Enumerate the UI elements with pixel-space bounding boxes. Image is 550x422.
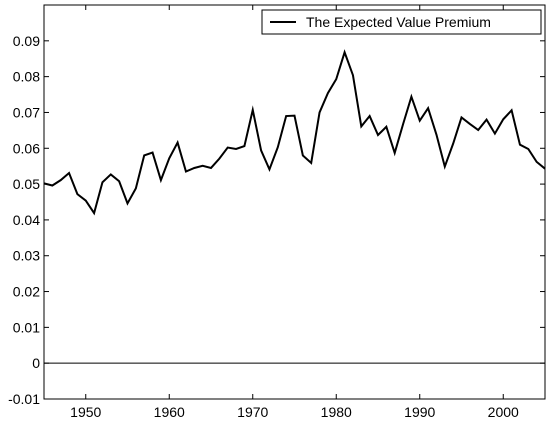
y-tick-label: -0.01 — [8, 391, 40, 407]
series-layer — [43, 49, 546, 216]
y-tick-label: 0.09 — [13, 33, 40, 49]
x-tick-label: 1960 — [154, 404, 185, 420]
y-tick-label: 0 — [32, 355, 40, 371]
ticks-layer: -0.01 0 0.01 0.02 0.03 0.04 0.05 0.06 0.07 0.08 0.… — [8, 5, 545, 420]
y-tick-label: 0.01 — [13, 319, 40, 335]
plot-frame — [43, 4, 546, 400]
y-tick-label: 0.05 — [13, 176, 40, 192]
series-line-0 — [43, 49, 546, 216]
legend: The Expected Value Premium — [261, 9, 542, 35]
y-tick-label: 0.07 — [13, 104, 40, 120]
y-tick-label: 0.06 — [13, 140, 40, 156]
y-tick-label: 0.02 — [13, 284, 40, 300]
x-tick-label: 1990 — [404, 404, 435, 420]
x-tick-label: 1950 — [70, 404, 101, 420]
y-tick-label: 0.08 — [13, 69, 40, 85]
x-tick-label: 2000 — [488, 404, 519, 420]
x-tick-label: 1980 — [321, 404, 352, 420]
legend-label-0: The Expected Value Premium — [306, 14, 491, 30]
axes-layer — [43, 4, 546, 400]
y-tick-label: 0.03 — [13, 248, 40, 264]
legend-box — [261, 9, 542, 35]
y-tick-label: 0.04 — [13, 212, 40, 228]
x-tick-label: 1970 — [237, 404, 268, 420]
